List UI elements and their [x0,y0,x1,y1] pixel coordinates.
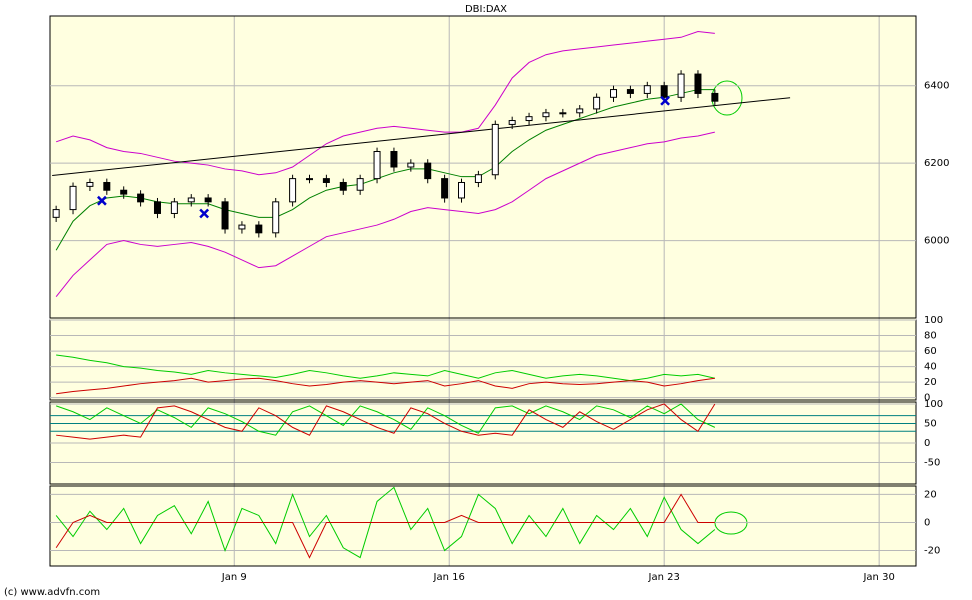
y-tick-label: 80 [924,331,937,342]
candle-body [390,151,398,168]
panel-frame [49,15,917,319]
y-tick-label: 100 [924,315,943,326]
y-tick-label: 0 [924,393,930,404]
candle-body [424,162,432,180]
candle-body [221,201,229,230]
candle-body [508,120,516,125]
candle-body [52,209,60,218]
candle-body [373,151,381,180]
footer: (c) www.advfn.com [4,587,100,598]
chart-title: DBI:DAX [465,4,507,15]
candle-body [525,116,533,122]
candle-body [289,178,297,203]
y-tick-label: 6200 [924,158,949,169]
candle-body [120,189,128,195]
candle-body [170,201,178,214]
marker [660,95,670,106]
plot-background [50,16,916,566]
x-tick-label: Jan 23 [648,572,680,583]
marker [97,195,107,206]
candle-body [272,201,280,234]
x-tick-label: Jan 30 [862,572,894,583]
candle-body [356,178,364,191]
y-tick-label: 0 [924,517,930,528]
y-tick-label: 50 [924,418,937,429]
y-tick-label: 100 [924,399,943,410]
candle-body [458,181,466,199]
candle-body [322,178,330,183]
trend-line [52,97,791,177]
indicator-line [56,377,715,395]
x-tick-label: Jan 9 [221,572,247,583]
candle-body [610,89,618,98]
candle-body [660,85,668,98]
candle-body [187,197,195,203]
y-tick-label: 0 [924,438,930,449]
candle-body [204,197,212,203]
candle-body [255,224,263,234]
candle-body [711,92,719,102]
candle-body [305,178,313,181]
candle-body [153,201,161,214]
candle-body [643,85,651,94]
y-tick-label: 60 [924,346,937,357]
candle-body [576,108,584,114]
x-tick-label: Jan 16 [433,572,465,583]
annotation-circle [714,511,748,535]
y-tick-label: 6000 [924,236,949,247]
y-tick-label: 20 [924,377,937,388]
indicator-line [56,354,715,382]
candle-body [69,185,77,211]
candle-body [694,73,702,94]
indicator-line [55,403,716,436]
y-tick-label: 40 [924,362,937,373]
indicator-line [55,493,715,559]
band-line [55,131,715,298]
panel-frame [49,485,917,567]
candle-body [137,193,145,203]
indicator-line [56,403,716,440]
candle-body [238,224,246,230]
candle-body [542,112,550,118]
y-tick-label: 20 [924,489,937,500]
band-line [55,89,715,251]
candle-body [677,73,685,98]
y-tick-label: -50 [924,458,940,469]
candle-body [593,96,601,110]
candle-body [474,174,482,183]
marker [199,208,210,219]
candle-body [86,181,94,187]
band-line [55,30,715,176]
candle-body [626,89,634,94]
candle-body [491,123,499,176]
candle-body [441,178,449,199]
y-tick-label: -20 [924,546,940,557]
y-tick-label: 6400 [924,81,949,92]
candle-body [339,181,347,191]
candle-body [559,112,567,115]
candle-body [103,181,111,191]
candle-body [407,162,415,168]
